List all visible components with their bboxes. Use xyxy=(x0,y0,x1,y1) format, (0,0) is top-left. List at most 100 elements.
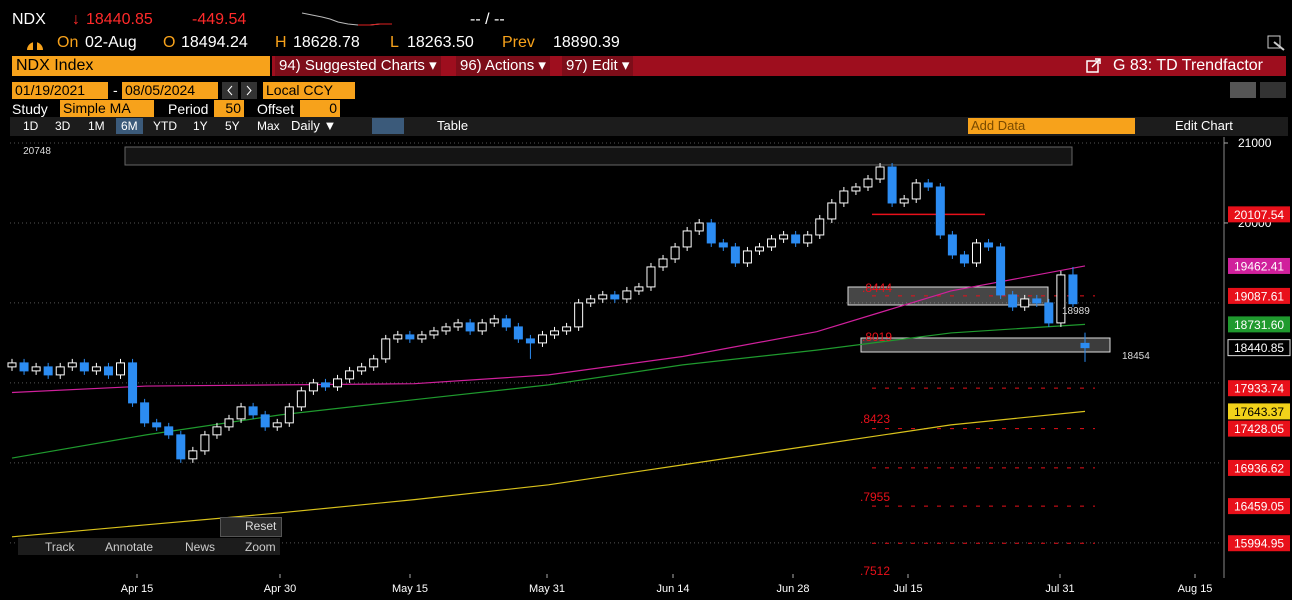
level-box xyxy=(1228,535,1290,552)
level-label: 18731.60 xyxy=(1234,318,1284,332)
candle-body xyxy=(19,362,29,372)
menu-item[interactable]: 97) Edit ▾ xyxy=(562,56,634,76)
price-arrow: ↓ xyxy=(72,11,80,28)
launch-icon[interactable] xyxy=(1085,58,1103,74)
offset-value[interactable]: 0 xyxy=(300,100,340,117)
tool-zoom[interactable]: Zoom xyxy=(245,540,276,554)
x-tick-label: Aug 15 xyxy=(1178,583,1213,595)
annotation: .7955 xyxy=(860,490,890,504)
candle-body xyxy=(200,434,210,452)
candle-body xyxy=(308,382,318,392)
candle-body xyxy=(164,426,174,436)
candle-body xyxy=(935,186,945,236)
period-button[interactable]: Max xyxy=(257,119,280,133)
level-box xyxy=(1228,257,1290,274)
period-button[interactable]: 6M xyxy=(116,118,143,134)
candle-body xyxy=(176,434,186,460)
add-data-input[interactable]: Add Data xyxy=(968,118,1135,134)
candle-body xyxy=(730,246,740,264)
moving-average xyxy=(11,265,1086,394)
candle-body xyxy=(694,222,704,232)
reset-label[interactable]: Reset xyxy=(245,519,277,533)
candle-body xyxy=(887,166,897,204)
export-icon[interactable] xyxy=(1266,34,1286,52)
security-bar xyxy=(12,56,270,76)
level-box xyxy=(1228,459,1290,476)
candle-body xyxy=(441,326,451,332)
moving-average xyxy=(11,410,1086,538)
high-label: H xyxy=(275,34,287,51)
annotation: 20748 xyxy=(23,146,51,157)
period-button[interactable]: 5Y xyxy=(225,119,240,133)
candle-body xyxy=(863,178,873,188)
period-button[interactable]: 1D xyxy=(23,119,39,133)
candle-body xyxy=(236,406,246,420)
candle-body xyxy=(1068,274,1078,305)
candle-body xyxy=(1080,342,1090,349)
x-tick-label: Jul 31 xyxy=(1045,583,1074,595)
tool-bar xyxy=(18,538,280,555)
tool-news[interactable]: News xyxy=(185,540,216,554)
currency[interactable]: Local CCY xyxy=(263,82,355,99)
level-label: 16936.62 xyxy=(1234,461,1284,475)
x-tick-label: Jul 15 xyxy=(893,583,922,595)
period-button[interactable]: 3D xyxy=(55,119,71,133)
x-tick-label: May 31 xyxy=(529,583,565,595)
candle-body xyxy=(767,238,777,248)
candle-body xyxy=(393,334,403,340)
candle-body xyxy=(646,266,656,288)
open-value: 18494.24 xyxy=(181,34,248,51)
candle-body xyxy=(791,234,801,244)
candle-body xyxy=(405,334,415,340)
period-button[interactable]: 1M xyxy=(88,119,105,133)
candle-body xyxy=(260,414,270,428)
security-name[interactable]: NDX Index xyxy=(16,57,94,74)
net-change: -449.54 xyxy=(192,11,247,28)
study-value[interactable]: Simple MA xyxy=(60,100,154,117)
candle-body xyxy=(296,390,306,408)
reset-button[interactable] xyxy=(220,517,282,537)
tool-track[interactable]: Track xyxy=(45,540,75,554)
edit-chart[interactable]: Edit Chart xyxy=(1175,118,1233,133)
candle-body xyxy=(947,234,957,256)
candle-body xyxy=(465,322,475,332)
candle-body xyxy=(501,318,511,328)
level-box xyxy=(1228,403,1290,420)
candle-body xyxy=(320,382,330,388)
tool-annotate[interactable]: Annotate xyxy=(105,540,154,554)
period-button[interactable]: YTD xyxy=(153,119,177,133)
level-box xyxy=(1228,420,1290,437)
annotation: .8019 xyxy=(862,330,892,344)
chart-type-button[interactable] xyxy=(372,118,404,134)
candle-body xyxy=(984,242,994,248)
start-date[interactable]: 01/19/2021 xyxy=(12,82,108,99)
candle-body xyxy=(1044,302,1054,324)
level-label: 16459.05 xyxy=(1234,500,1284,514)
end-date[interactable]: 08/05/2024 xyxy=(122,82,218,99)
high-value: 18628.78 xyxy=(293,34,360,51)
period-value[interactable]: 50 xyxy=(214,100,244,117)
prev-value: 18890.39 xyxy=(553,34,620,51)
prev-label: Prev xyxy=(502,34,535,51)
candle-body xyxy=(31,366,41,372)
undo-button[interactable] xyxy=(1230,82,1256,98)
menu-item[interactable]: 94) Suggested Charts ▾ xyxy=(275,56,441,76)
study-label: Study xyxy=(12,101,48,117)
redo-button[interactable] xyxy=(1260,82,1286,98)
frequency[interactable]: Daily ▼ xyxy=(291,118,337,133)
date-arrows[interactable] xyxy=(222,82,258,99)
level-box xyxy=(1228,380,1290,397)
candle-body xyxy=(550,330,560,336)
candle-body xyxy=(272,422,282,428)
period-button[interactable]: 1Y xyxy=(193,119,208,133)
candle-body xyxy=(1032,298,1042,304)
candle-body xyxy=(212,426,222,436)
candle-body xyxy=(140,402,150,424)
on-label: On xyxy=(57,34,79,51)
x-tick-label: Jun 28 xyxy=(776,583,809,595)
function-name: G 83: TD Trendfactor xyxy=(1113,57,1263,74)
last-price: 18440.85 xyxy=(86,11,153,28)
menu-item[interactable]: 96) Actions ▾ xyxy=(456,56,550,76)
low-value: 18263.50 xyxy=(407,34,474,51)
table-button[interactable]: Table xyxy=(437,118,469,133)
